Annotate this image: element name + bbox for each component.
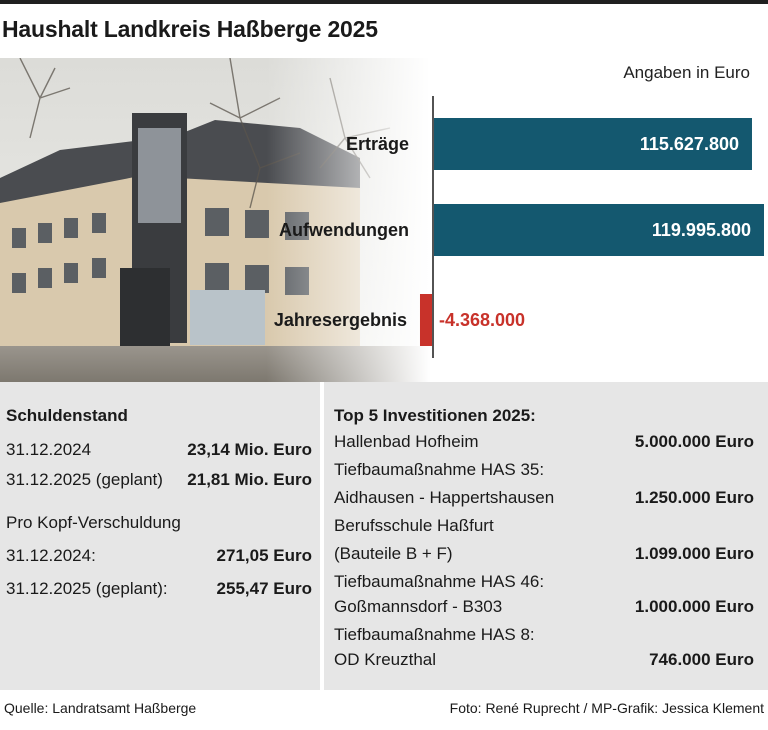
per-capita-label: 31.12.2025 (geplant): [6,579,168,598]
investment-item-cont: Goßmannsdorf - B303 1.000.000 Euro [324,597,768,623]
category-label: Erträge [346,134,409,154]
investment-item-cont: (Bauteile B + F) 1.099.000 Euro [324,544,768,570]
debt-row-value: 21,81 Mio. Euro [187,470,312,489]
investment-name: Berufsschule Haßfurt [334,516,494,535]
investment-name-cont: (Bauteile B + F) [334,544,453,563]
investment-value: 5.000.000 Euro [634,432,754,451]
investment-item: Berufsschule Haßfurt [324,516,768,542]
per-capita-row: 31.12.2024: 271,05 Euro [0,546,320,572]
investment-name: Tiefbaumaßnahme HAS 46: [334,572,545,591]
investment-name-cont: OD Kreuzthal [334,650,437,669]
investment-item-cont: Aidhausen - Happertshausen 1.250.000 Eur… [324,488,768,514]
per-capita-label: 31.12.2024: [6,546,96,565]
per-capita-title: Pro Kopf-Verschuldung [6,513,181,532]
per-capita-row: 31.12.2025 (geplant): 255,47 Euro [0,579,320,605]
unit-note: Angaben in Euro [623,63,750,82]
top-rule [0,0,768,4]
bar-jahresergebnis [419,294,432,346]
category-label: Jahresergebnis [274,310,407,330]
investment-item: Tiefbaumaßnahme HAS 35: [324,460,768,486]
debt-row-value: 23,14 Mio. Euro [187,440,312,459]
per-capita-value: 255,47 Euro [216,579,312,598]
value-label: 119.995.800 [652,220,751,240]
debt-row: 31.12.2025 (geplant) 21,81 Mio. Euro [0,470,320,496]
investment-name-cont: Goßmannsdorf - B303 [334,597,503,616]
investment-name: Tiefbaumaßnahme HAS 8: [334,625,535,644]
building-photo [0,58,430,382]
investment-item: Hallenbad Hofheim 5.000.000 Euro [324,432,768,458]
investment-name: Tiefbaumaßnahme HAS 35: [334,460,545,479]
bar-aufwendungen [434,204,764,256]
bar-erträge [434,118,752,170]
debt-row: 31.12.2024 23,14 Mio. Euro [0,440,320,466]
debt-row-label: 31.12.2024 [6,440,92,459]
credits-note: Foto: René Ruprecht / MP-Grafik: Jessica… [449,700,764,716]
investment-value: 746.000 Euro [649,650,754,669]
investment-value: 1.000.000 Euro [634,597,754,616]
debt-title: Schuldenstand [6,406,128,425]
investment-item-cont: OD Kreuzthal 746.000 Euro [324,650,768,676]
budget-bar-chart: Erträge 115.627.800 Aufwendungen 119.995.80… [274,96,764,358]
investment-item: Tiefbaumaßnahme HAS 46: [324,572,768,598]
value-label: -4.368.000 [439,310,525,330]
category-label: Aufwendungen [279,220,409,240]
investment-value: 1.250.000 Euro [634,488,754,507]
per-capita-value: 271,05 Euro [216,546,312,565]
investment-value: 1.099.000 Euro [634,544,754,563]
source-note: Quelle: Landratsamt Haßberge [4,700,197,716]
investment-item: Tiefbaumaßnahme HAS 8: [324,625,768,651]
investments-panel: Top 5 Investitionen 2025: Hallenbad Hofh… [324,382,768,690]
page-title: Haushalt Landkreis Haßberge 2025 [2,16,378,42]
value-label: 115.627.800 [640,134,739,154]
investment-name: Hallenbad Hofheim [334,432,479,451]
investment-name-cont: Aidhausen - Happertshausen [334,488,555,507]
debt-row-label: 31.12.2025 (geplant) [6,470,163,489]
debt-panel: Schuldenstand 31.12.2024 23,14 Mio. Euro… [0,382,320,690]
investments-title: Top 5 Investitionen 2025: [334,406,536,425]
